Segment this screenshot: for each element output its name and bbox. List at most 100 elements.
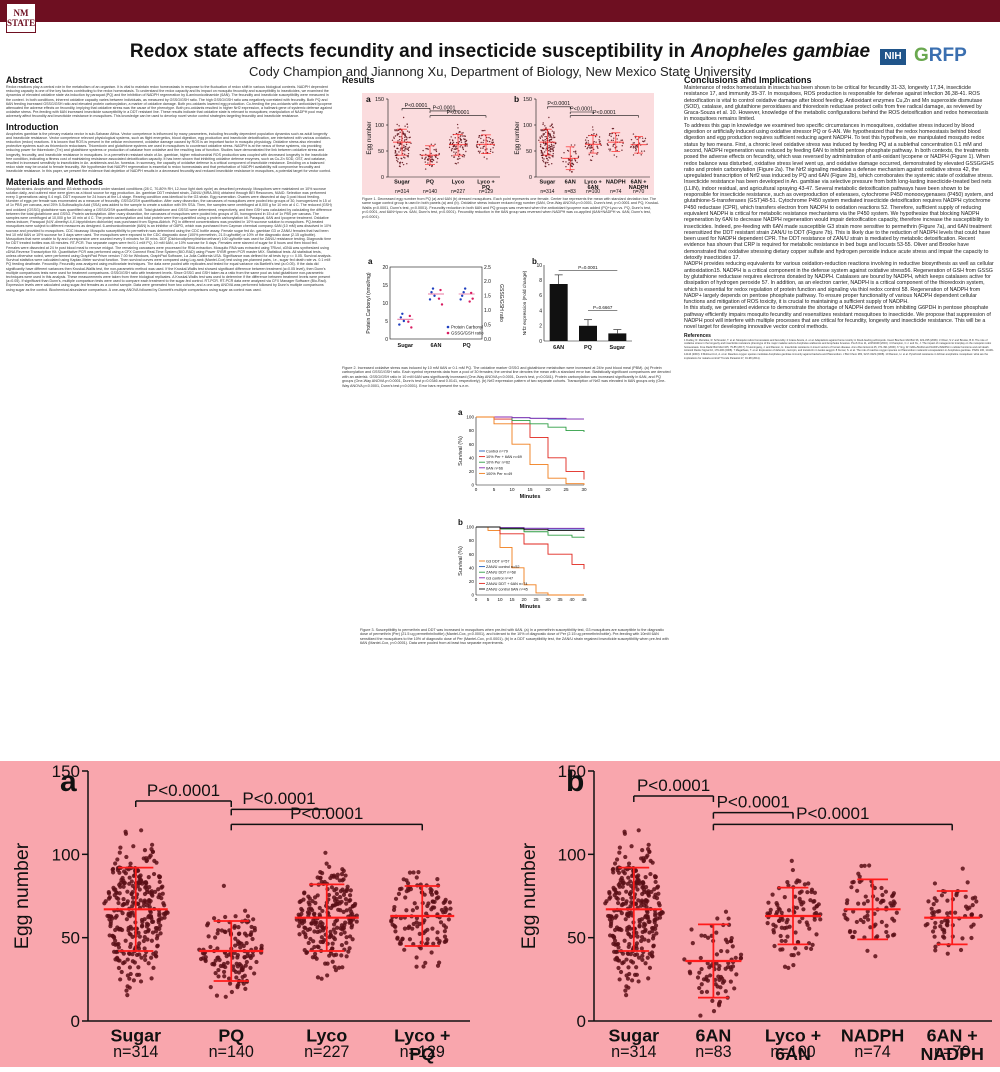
data-point bbox=[766, 900, 771, 905]
data-point bbox=[723, 966, 728, 971]
data-point bbox=[779, 938, 784, 944]
data-point bbox=[149, 846, 154, 852]
data-point bbox=[312, 929, 317, 934]
data-point bbox=[344, 901, 349, 906]
data-point bbox=[334, 896, 339, 902]
data-point bbox=[397, 161, 399, 163]
data-point bbox=[551, 123, 553, 125]
data-point bbox=[969, 935, 974, 941]
data-point bbox=[547, 149, 550, 152]
data-point bbox=[404, 136, 406, 139]
data-point bbox=[136, 965, 141, 970]
data-point bbox=[625, 976, 631, 981]
data-point bbox=[541, 154, 543, 157]
data-point bbox=[458, 153, 461, 156]
data-point bbox=[221, 883, 226, 888]
data-point bbox=[455, 151, 457, 154]
data-point bbox=[789, 858, 794, 863]
data-point bbox=[866, 917, 871, 922]
nmsu-logo-text: NM STATE bbox=[7, 8, 36, 28]
data-point bbox=[419, 154, 422, 156]
data-point bbox=[466, 145, 468, 147]
data-point bbox=[695, 975, 701, 980]
data-point bbox=[403, 146, 405, 148]
data-point bbox=[153, 929, 159, 934]
n-label: n=129 bbox=[400, 1043, 445, 1061]
data-point bbox=[251, 917, 256, 922]
grfp-logo-rfp: RFP bbox=[928, 45, 967, 66]
data-point bbox=[491, 142, 494, 144]
data-point bbox=[932, 934, 937, 939]
data-point bbox=[142, 946, 147, 951]
data-point bbox=[405, 146, 407, 148]
data-point bbox=[633, 868, 639, 873]
data-point bbox=[339, 872, 345, 877]
data-point bbox=[121, 902, 126, 907]
data-point bbox=[117, 891, 122, 896]
data-point bbox=[576, 161, 578, 164]
data-point bbox=[587, 146, 589, 149]
data-point bbox=[635, 147, 637, 150]
data-point bbox=[704, 974, 709, 979]
data-point bbox=[863, 894, 868, 899]
data-point bbox=[478, 136, 480, 139]
data-point bbox=[550, 143, 553, 146]
category-label: Sugar bbox=[110, 1025, 161, 1045]
data-point bbox=[859, 863, 864, 869]
data-point bbox=[116, 900, 121, 906]
data-point bbox=[492, 151, 494, 154]
data-point bbox=[797, 890, 803, 895]
data-point bbox=[142, 848, 148, 853]
n-label: n=314 bbox=[540, 189, 554, 195]
category-label: 6AN + bbox=[927, 1025, 978, 1045]
data-point bbox=[229, 989, 234, 995]
data-point bbox=[459, 137, 461, 140]
data-point bbox=[567, 163, 569, 165]
data-point bbox=[549, 134, 551, 137]
data-point bbox=[596, 153, 598, 155]
data-point bbox=[489, 150, 492, 153]
data-point bbox=[405, 147, 407, 150]
introduction-heading: Introduction bbox=[6, 121, 59, 132]
conclusion-paragraph-2: To address this gap in knowledge we exam… bbox=[684, 122, 994, 180]
data-point bbox=[547, 135, 550, 137]
data-point bbox=[616, 138, 618, 140]
data-point bbox=[328, 929, 333, 934]
data-point bbox=[121, 884, 126, 889]
p-value-label: P<0.0001 bbox=[593, 110, 616, 116]
data-point bbox=[616, 926, 621, 931]
data-point bbox=[926, 899, 931, 904]
data-point bbox=[623, 854, 628, 860]
protein-carbonyl-point bbox=[459, 298, 462, 301]
data-point bbox=[632, 147, 635, 149]
data-point bbox=[400, 147, 402, 149]
data-point bbox=[617, 891, 622, 896]
data-point bbox=[634, 146, 636, 149]
data-point bbox=[607, 144, 609, 146]
data-point bbox=[933, 920, 938, 926]
category-label: NADPH bbox=[841, 1025, 904, 1045]
data-point bbox=[150, 930, 156, 935]
data-point bbox=[642, 890, 647, 895]
data-point bbox=[570, 164, 572, 167]
methods-heading: Materials and Methods bbox=[6, 176, 104, 187]
data-point bbox=[340, 965, 345, 970]
data-point bbox=[648, 871, 653, 877]
data-point bbox=[322, 879, 327, 885]
y-tick-label: 40 bbox=[469, 455, 475, 460]
data-point bbox=[120, 910, 125, 916]
data-point bbox=[130, 952, 135, 957]
data-point bbox=[639, 137, 641, 139]
data-point bbox=[608, 134, 611, 136]
data-point bbox=[315, 875, 320, 880]
data-point bbox=[460, 139, 463, 141]
data-point bbox=[609, 132, 611, 135]
n-label: n=140 bbox=[423, 189, 437, 195]
data-point bbox=[153, 953, 158, 958]
panel-label: b bbox=[458, 518, 463, 527]
data-point bbox=[629, 895, 634, 900]
data-point bbox=[637, 919, 642, 925]
data-point bbox=[135, 884, 140, 889]
data-point bbox=[461, 132, 463, 134]
